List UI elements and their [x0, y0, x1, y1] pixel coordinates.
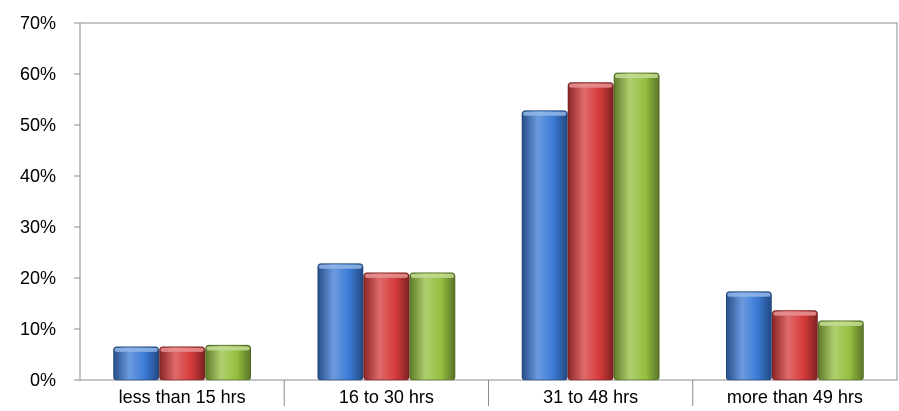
bar — [613, 72, 660, 381]
bar-body — [363, 272, 410, 381]
x-tick-label: more than 49 hrs — [727, 387, 863, 406]
bar — [363, 272, 410, 381]
x-tick-label: 31 to 48 hrs — [543, 387, 638, 406]
y-tick-label: 20% — [20, 268, 56, 288]
y-tick-label: 40% — [20, 166, 56, 186]
bar-body — [113, 346, 160, 381]
bar-body — [567, 82, 614, 381]
bar — [205, 344, 252, 381]
bar-bevel — [773, 311, 817, 316]
bar-bevel — [819, 321, 863, 326]
y-tick-label: 10% — [20, 319, 56, 339]
bar-bevel — [727, 292, 771, 297]
bar — [567, 82, 614, 381]
bar — [521, 110, 568, 381]
bar — [409, 272, 456, 381]
bar — [817, 320, 864, 381]
bar-bevel — [160, 347, 204, 352]
bar — [725, 291, 772, 381]
bar-bevel — [569, 83, 613, 88]
bar-body — [521, 110, 568, 381]
bar-body — [725, 291, 772, 381]
y-tick-label: 60% — [20, 64, 56, 84]
bar-bevel — [206, 346, 250, 351]
bar — [113, 346, 160, 381]
bar-body — [317, 263, 364, 381]
y-tick-label: 30% — [20, 217, 56, 237]
bar — [159, 346, 206, 381]
x-tick-label: less than 15 hrs — [119, 387, 246, 406]
bar-body — [159, 346, 206, 381]
bar-body — [817, 320, 864, 381]
bar-body — [771, 310, 818, 381]
bar-bevel — [523, 111, 567, 116]
bar — [317, 263, 364, 381]
bar-body — [409, 272, 456, 381]
bar-bevel — [410, 273, 454, 278]
x-tick-label: 16 to 30 hrs — [339, 387, 434, 406]
y-tick-label: 50% — [20, 115, 56, 135]
bar — [771, 310, 818, 381]
y-axis-ticks: 0% 10% 20% 30% 40% 50% 60% 70% — [20, 13, 80, 390]
bar-body — [205, 344, 252, 381]
bar-bevel — [318, 264, 362, 269]
y-tick-label: 70% — [20, 13, 56, 33]
bars — [113, 72, 864, 381]
x-axis-ticks: less than 15 hrs 16 to 30 hrs 31 to 48 hrs… — [119, 380, 863, 407]
bar-bevel — [364, 273, 408, 278]
bar-bevel — [114, 347, 158, 352]
y-tick-label: 0% — [30, 370, 56, 390]
bar-body — [613, 72, 660, 381]
bar-bevel — [615, 73, 659, 78]
